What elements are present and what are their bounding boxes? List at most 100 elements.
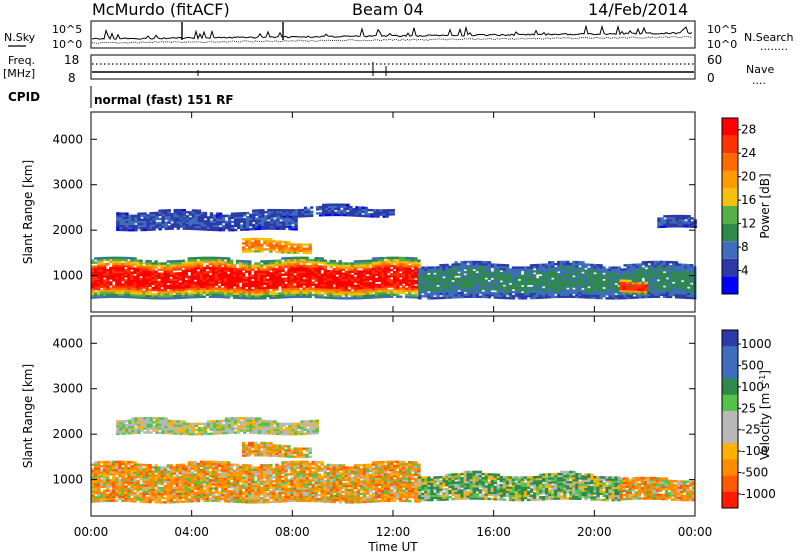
- power-cell: [329, 259, 333, 263]
- power-cell: [279, 223, 283, 226]
- power-cell: [221, 228, 226, 232]
- velocity-cell: [106, 493, 110, 496]
- power-cell: [427, 266, 431, 269]
- power-cell: [668, 285, 673, 288]
- power-cell: [427, 278, 431, 282]
- power-cell: [287, 261, 291, 264]
- power-cell: [332, 270, 337, 273]
- noise-tick-left-bottom: 10^0: [52, 38, 82, 51]
- power-cell: [191, 221, 196, 224]
- power-cell: [97, 293, 101, 297]
- power-cell: [469, 293, 473, 296]
- power-cell: [220, 283, 225, 286]
- power-cell: [258, 215, 262, 218]
- power-cell: [665, 269, 670, 272]
- power-cell: [569, 295, 573, 298]
- power-cell: [208, 289, 213, 292]
- power-cell: [457, 295, 461, 299]
- power-cell: [323, 267, 327, 271]
- power-cell: [668, 281, 673, 284]
- power-cell: [185, 225, 190, 228]
- power-cell: [119, 222, 123, 226]
- power-cell: [365, 284, 370, 287]
- power-cell: [686, 294, 691, 298]
- velocity-cell: [121, 466, 125, 470]
- power-cell: [139, 282, 143, 285]
- velocity-cell: [181, 500, 186, 503]
- velocity-cell: [109, 497, 113, 500]
- power-cell: [638, 279, 643, 283]
- power-cell: [622, 283, 626, 287]
- power-cell: [683, 267, 688, 271]
- power-cell: [408, 265, 412, 268]
- power-cell: [178, 276, 182, 279]
- nave-legend: ....: [752, 74, 766, 87]
- power-cell: [677, 285, 682, 289]
- power-cell: [97, 283, 101, 287]
- power-cell: [472, 262, 476, 266]
- power-cell: [103, 256, 107, 260]
- power-cell: [671, 289, 676, 293]
- power-cell: [332, 286, 337, 290]
- power-cell: [529, 268, 534, 271]
- power-cell: [352, 214, 356, 217]
- power-cell: [374, 269, 379, 272]
- power-cell: [151, 268, 155, 271]
- power-cell: [243, 222, 247, 225]
- velocity-cell: [166, 482, 170, 486]
- power-cell: [178, 294, 182, 298]
- velocity-cell: [130, 489, 134, 493]
- power-cell: [248, 295, 252, 298]
- power-cell: [217, 295, 222, 299]
- power-cell: [133, 285, 137, 289]
- power-cell: [193, 293, 198, 297]
- power-cell: [179, 215, 184, 218]
- power-cell: [557, 283, 561, 286]
- power-cell: [329, 288, 333, 291]
- power-cell: [128, 226, 132, 230]
- power-cell: [644, 279, 649, 282]
- power-cell: [684, 223, 688, 226]
- power-cell: [329, 265, 333, 269]
- power-cell: [143, 218, 147, 221]
- power-cell: [208, 285, 213, 288]
- power-cell: [194, 215, 199, 218]
- power-cell: [541, 267, 546, 271]
- power-cell: [139, 273, 143, 277]
- velocity-cell: [136, 498, 140, 501]
- velocity-cell: [136, 467, 140, 470]
- power-cell: [294, 222, 298, 225]
- power-cell: [674, 281, 679, 285]
- velocity-cell: [91, 488, 95, 491]
- power-cell: [229, 259, 234, 262]
- velocity-cell: [163, 488, 167, 492]
- velocity-cell: [118, 464, 122, 468]
- power-cell: [631, 292, 635, 295]
- power-cell: [433, 270, 437, 273]
- power-cell: [288, 213, 293, 216]
- power-cell: [599, 280, 603, 283]
- velocity-cell: [151, 490, 155, 494]
- velocity-cell: [178, 500, 182, 504]
- velocity-cell: [142, 490, 146, 493]
- power-cell: [605, 278, 609, 282]
- power-cell: [454, 267, 458, 270]
- power-cell: [155, 223, 159, 227]
- power-cell: [206, 226, 211, 229]
- velocity-cell: [100, 499, 104, 503]
- power-cell: [508, 268, 513, 271]
- power-cell: [100, 271, 104, 274]
- power-cell: [287, 281, 291, 284]
- power-cell: [593, 270, 597, 273]
- power-cell: [221, 220, 226, 224]
- power-cell: [402, 273, 406, 276]
- power-cell: [229, 281, 234, 285]
- power-cell: [178, 286, 182, 289]
- power-cell: [254, 237, 258, 241]
- power-cell: [251, 241, 255, 245]
- power-cell: [331, 211, 335, 215]
- power-cell: [569, 279, 573, 282]
- power-cell: [261, 213, 265, 216]
- power-cell: [103, 262, 107, 266]
- power-cell: [214, 279, 219, 282]
